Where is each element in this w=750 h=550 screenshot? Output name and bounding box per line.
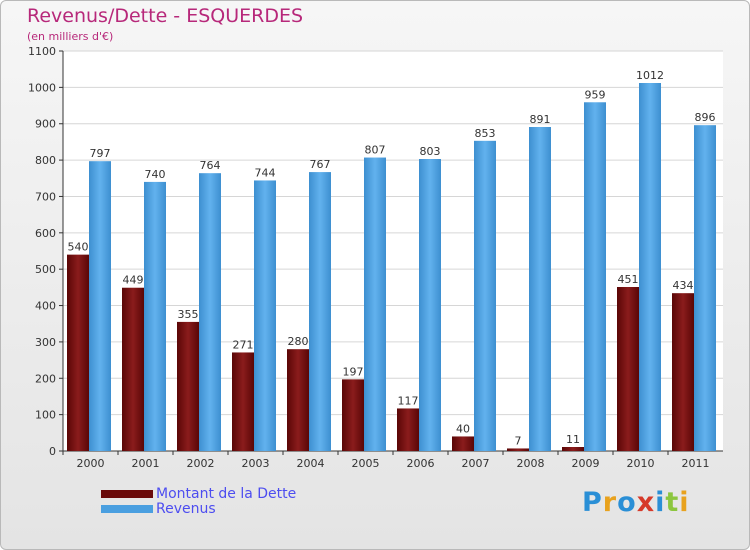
- y-tick-label: 1100: [28, 45, 56, 58]
- y-tick-label: 0: [49, 445, 56, 458]
- bar-revenus: [419, 159, 441, 451]
- x-tick-label: 2006: [407, 457, 435, 470]
- bar-dette: [122, 287, 144, 451]
- x-tick-label: 2005: [352, 457, 380, 470]
- bar-revenus: [584, 102, 606, 451]
- bar-revenus: [309, 172, 331, 451]
- bar-revenus: [694, 125, 716, 451]
- x-tick-label: 2002: [187, 457, 215, 470]
- data-label-revenus: 891: [530, 113, 551, 126]
- legend-label-dette: Montant de la Dette: [156, 486, 297, 502]
- logo-letter: x: [636, 487, 656, 518]
- x-tick-label: 2009: [572, 457, 600, 470]
- proxiti-logo: Proxiti: [582, 487, 690, 518]
- logo-letter: i: [655, 487, 666, 518]
- x-tick-label: 2001: [132, 457, 160, 470]
- data-label-revenus: 959: [585, 88, 606, 101]
- data-label-dette: 11: [566, 433, 580, 446]
- y-tick-label: 500: [35, 263, 56, 276]
- data-label-revenus: 740: [145, 168, 166, 181]
- x-tick-label: 2000: [77, 457, 105, 470]
- x-tick-label: 2011: [682, 457, 710, 470]
- bar-dette: [672, 293, 694, 451]
- x-tick-label: 2003: [242, 457, 270, 470]
- bar-revenus: [144, 181, 166, 451]
- data-label-revenus: 803: [420, 145, 441, 158]
- bar-dette: [397, 408, 419, 451]
- bar-dette: [232, 352, 254, 451]
- y-tick-label: 600: [35, 227, 56, 240]
- bar-revenus: [529, 127, 551, 451]
- data-label-revenus: 853: [475, 127, 496, 140]
- logo-letter: t: [665, 487, 680, 518]
- y-tick-label: 800: [35, 154, 56, 167]
- data-label-revenus: 767: [310, 158, 331, 171]
- data-label-dette: 355: [178, 308, 199, 321]
- bar-revenus: [364, 157, 386, 451]
- data-label-dette: 280: [288, 335, 309, 348]
- y-tick-label: 200: [35, 372, 56, 385]
- bar-revenus: [639, 83, 661, 451]
- data-label-revenus: 797: [90, 147, 111, 160]
- x-tick-label: 2004: [297, 457, 325, 470]
- data-label-dette: 271: [233, 338, 254, 351]
- bar-dette: [287, 349, 309, 451]
- data-label-dette: 40: [456, 422, 470, 435]
- data-label-dette: 434: [673, 279, 694, 292]
- plot-area: [63, 51, 723, 451]
- data-label-dette: 197: [343, 365, 364, 378]
- logo-letter: o: [617, 487, 637, 518]
- y-tick-label: 100: [35, 409, 56, 422]
- bar-dette: [452, 436, 474, 451]
- y-tick-label: 1000: [28, 81, 56, 94]
- y-tick-label: 900: [35, 118, 56, 131]
- chart-title: Revenus/Dette - ESQUERDES: [27, 5, 304, 27]
- logo-letter: P: [582, 487, 603, 518]
- chart-subtitle: (en milliers d'€): [27, 30, 114, 43]
- x-tick-label: 2010: [627, 457, 655, 470]
- bar-chart: 0 100 200 300 400 500 600 700 800 900 1000 1100 2000…: [28, 45, 723, 470]
- y-tick-label: 400: [35, 300, 56, 313]
- x-tick-label: 2007: [462, 457, 490, 470]
- logo-letter: r: [602, 487, 618, 518]
- legend-swatch-dette: [101, 490, 153, 498]
- bar-dette: [342, 379, 364, 451]
- data-label-revenus: 1012: [636, 69, 664, 82]
- y-tick-label: 300: [35, 336, 56, 349]
- logo-letter: i: [679, 487, 690, 518]
- bar-revenus: [474, 140, 496, 451]
- bar-dette: [507, 448, 529, 451]
- data-label-dette: 7: [515, 434, 522, 447]
- data-label-revenus: 896: [695, 111, 716, 124]
- data-label-revenus: 744: [255, 166, 276, 179]
- data-label-dette: 449: [123, 274, 144, 287]
- data-label-revenus: 764: [200, 159, 221, 172]
- bar-revenus: [89, 161, 111, 451]
- bar-dette: [67, 254, 89, 451]
- data-label-dette: 540: [68, 241, 89, 254]
- bar-revenus: [199, 173, 221, 451]
- x-tick-label: 2008: [517, 457, 545, 470]
- data-label-revenus: 807: [365, 144, 386, 157]
- bar-dette: [177, 321, 199, 451]
- legend-swatch-revenus: [101, 505, 153, 513]
- y-tick-label: 700: [35, 190, 56, 203]
- data-label-dette: 451: [618, 273, 639, 286]
- bar-revenus: [254, 180, 276, 452]
- bar-dette: [562, 447, 584, 451]
- data-label-dette: 117: [398, 394, 419, 407]
- bar-dette: [617, 287, 639, 451]
- legend-label-revenus: Revenus: [156, 501, 216, 517]
